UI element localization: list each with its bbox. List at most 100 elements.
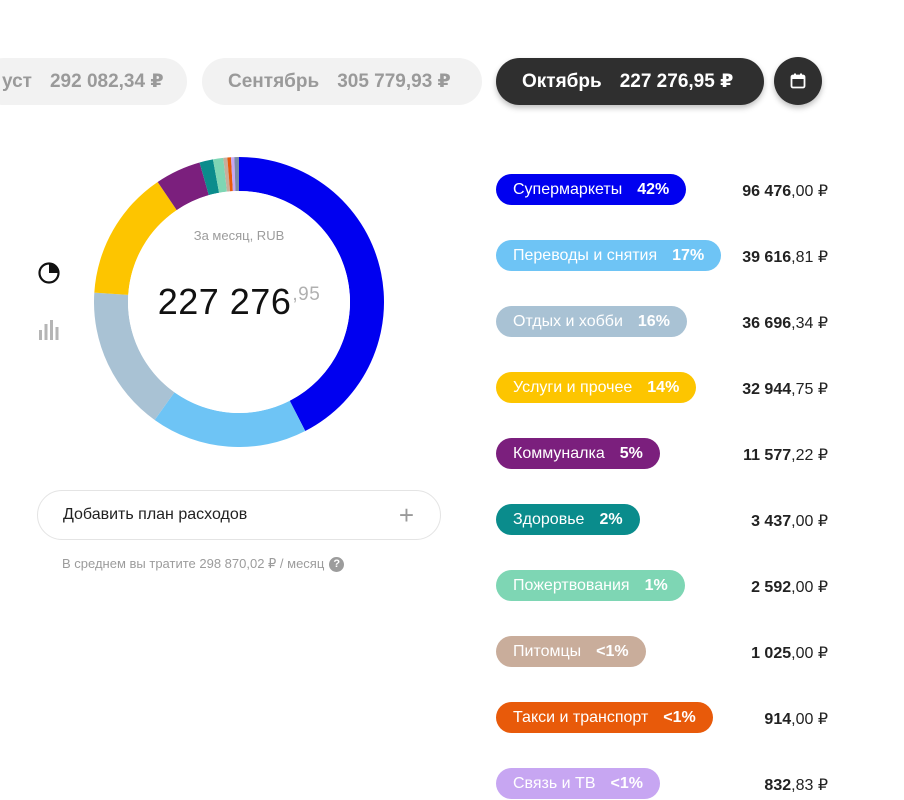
category-name: Отдых и хобби [513, 312, 623, 330]
category-name: Такси и транспорт [513, 708, 649, 726]
donut-total-fraction: ,95 [292, 284, 321, 305]
category-pill[interactable]: Здоровье 2% [496, 504, 640, 535]
donut-slice[interactable] [223, 157, 231, 192]
calendar-icon [790, 73, 806, 89]
category-amount: 832,83 ₽ [764, 775, 828, 795]
donut-slice[interactable] [230, 157, 236, 192]
category-amount-integer: 32 944 [742, 381, 792, 398]
category-percent: 42% [637, 180, 670, 198]
donut-slice[interactable] [154, 392, 306, 447]
category-amount-integer: 914 [764, 711, 792, 728]
category-amount: 1 025,00 ₽ [751, 643, 828, 663]
category-pill[interactable]: Такси и транспорт <1% [496, 702, 713, 733]
average-spending-text: В среднем вы тратите 298 870,02 ₽ / меся… [62, 556, 325, 571]
donut-caption: За месяц, RUB [193, 228, 285, 243]
donut-total: 227 276,95 [94, 281, 384, 323]
bar-chart-icon [39, 320, 59, 340]
pie-view-button[interactable] [37, 261, 61, 285]
category-pill[interactable]: Супермаркеты 42% [496, 174, 687, 205]
category-amount: 32 944,75 ₽ [742, 379, 828, 399]
category-name: Переводы и снятия [513, 246, 658, 264]
category-amount-integer: 11 577 [743, 447, 792, 464]
month-name: уст [2, 70, 32, 92]
category-pill[interactable]: Коммуналка 5% [496, 438, 660, 469]
category-pill[interactable]: Связь и ТВ <1% [496, 768, 660, 799]
category-amount-fraction: ,75 ₽ [791, 381, 828, 398]
month-name: Октябрь [522, 70, 602, 92]
category-percent: 16% [637, 312, 670, 330]
category-name: Здоровье [513, 510, 585, 528]
donut-slice[interactable] [94, 292, 175, 420]
category-amount-integer: 96 476 [742, 183, 792, 200]
calendar-button[interactable] [774, 57, 822, 105]
month-amount: 305 779,93 ₽ [337, 71, 451, 92]
category-amount: 914,00 ₽ [764, 709, 828, 729]
pie-chart-icon [38, 262, 60, 284]
bar-view-button[interactable] [37, 318, 61, 342]
category-amount-fraction: ,81 ₽ [791, 249, 828, 266]
donut-slice[interactable] [199, 159, 220, 196]
category-row[interactable]: Отдых и хобби 16% 36 696,34 ₽ [496, 306, 836, 338]
category-name: Супермаркеты [513, 180, 623, 198]
month-name: Сентябрь [228, 70, 320, 92]
category-row[interactable]: Пожертвования 1% 2 592,00 ₽ [496, 570, 836, 602]
category-row[interactable]: Здоровье 2% 3 437,00 ₽ [496, 504, 836, 536]
category-amount: 39 616,81 ₽ [742, 247, 828, 267]
category-percent: 14% [647, 378, 680, 396]
donut-hole [128, 191, 350, 413]
donut-total-integer: 227 276 [157, 281, 292, 322]
category-amount-fraction: ,22 ₽ [791, 447, 828, 464]
add-spending-plan-button[interactable]: Добавить план расходов + [37, 490, 441, 540]
category-amount-fraction: ,34 ₽ [791, 315, 828, 332]
category-row[interactable]: Переводы и снятия 17% 39 616,81 ₽ [496, 240, 836, 272]
help-icon[interactable]: ? [329, 556, 345, 572]
category-percent: <1% [596, 642, 629, 660]
category-percent: 2% [599, 510, 623, 528]
category-amount: 96 476,00 ₽ [742, 181, 828, 201]
category-row[interactable]: Такси и транспорт <1% 914,00 ₽ [496, 702, 836, 734]
month-tab-august[interactable]: уст 292 082,34 ₽ [0, 58, 187, 105]
category-amount-fraction: ,00 ₽ [791, 579, 828, 596]
category-amount: 3 437,00 ₽ [751, 511, 828, 531]
category-percent: <1% [663, 708, 696, 726]
plus-icon: + [398, 500, 414, 530]
category-name: Связь и ТВ [513, 774, 596, 792]
category-amount: 2 592,00 ₽ [751, 577, 828, 597]
donut-slice[interactable] [157, 162, 209, 211]
month-tab-october[interactable]: Октябрь 227 276,95 ₽ [496, 58, 764, 105]
category-amount: 36 696,34 ₽ [742, 313, 828, 333]
donut-chart [94, 157, 384, 447]
category-amount-fraction: ,00 ₽ [791, 645, 828, 662]
donut-slice[interactable] [212, 157, 227, 193]
category-amount-fraction: ,00 ₽ [791, 513, 828, 530]
category-row[interactable]: Супермаркеты 42% 96 476,00 ₽ [496, 174, 836, 206]
category-row[interactable]: Услуги и прочее 14% 32 944,75 ₽ [496, 372, 836, 404]
donut-slice[interactable] [239, 157, 384, 431]
month-tab-september[interactable]: Сентябрь 305 779,93 ₽ [202, 58, 482, 105]
category-row[interactable]: Связь и ТВ <1% 832,83 ₽ [496, 768, 836, 800]
category-amount-integer: 1 025 [751, 645, 792, 662]
category-row[interactable]: Питомцы <1% 1 025,00 ₽ [496, 636, 836, 668]
category-pill[interactable]: Переводы и снятия 17% [496, 240, 722, 271]
add-plan-label: Добавить план расходов [63, 506, 248, 523]
category-pill[interactable]: Пожертвования 1% [496, 570, 685, 601]
donut-slice[interactable] [94, 181, 177, 295]
category-amount: 11 577,22 ₽ [743, 445, 828, 465]
donut-slice[interactable] [234, 157, 239, 192]
donut-slice[interactable] [227, 157, 233, 192]
category-name: Пожертвования [513, 576, 630, 594]
category-amount-integer: 3 437 [751, 513, 792, 530]
category-row[interactable]: Коммуналка 5% 11 577,22 ₽ [496, 438, 836, 470]
category-pill[interactable]: Отдых и хобби 16% [496, 306, 687, 337]
category-amount-integer: 36 696 [742, 315, 792, 332]
category-pill[interactable]: Питомцы <1% [496, 636, 646, 667]
category-amount-fraction: ,00 ₽ [791, 711, 828, 728]
category-name: Коммуналка [513, 444, 605, 462]
category-percent: 5% [619, 444, 643, 462]
category-amount-fraction: ,00 ₽ [791, 183, 828, 200]
category-name: Питомцы [513, 642, 582, 660]
category-percent: 17% [672, 246, 705, 264]
category-pill[interactable]: Услуги и прочее 14% [496, 372, 697, 403]
month-amount: 227 276,95 ₽ [619, 71, 734, 92]
average-spending-note: В среднем вы тратите 298 870,02 ₽ / меся… [62, 556, 345, 572]
